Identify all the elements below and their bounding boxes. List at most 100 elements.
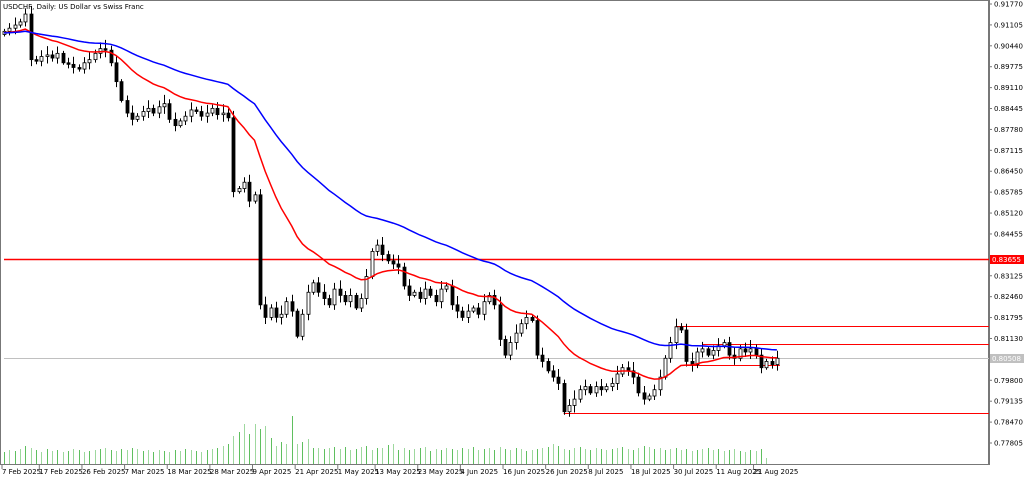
bearish-candle	[562, 383, 567, 413]
bearish-candle	[322, 291, 327, 299]
bullish-candle	[412, 291, 417, 296]
bullish-candle	[615, 373, 620, 384]
bullish-candle	[764, 361, 769, 369]
bullish-candle	[610, 383, 615, 387]
bearish-candle	[450, 285, 455, 306]
time-tick-label: 8 Jul 2025	[588, 468, 623, 476]
bearish-candle	[258, 194, 263, 306]
bearish-candle	[759, 354, 764, 369]
bearish-candle	[706, 348, 711, 356]
bullish-candle	[205, 112, 210, 117]
price-tick-label: 0.85120	[994, 210, 1023, 218]
bearish-candle	[103, 48, 108, 51]
time-tick-label: 21 Apr 2025	[295, 468, 338, 476]
price-level-label: 0.83655	[992, 256, 1021, 264]
bearish-candle	[727, 342, 732, 356]
price-tick-label: 0.91770	[994, 1, 1023, 9]
bullish-candle	[135, 115, 140, 120]
bullish-candle	[364, 276, 369, 299]
bullish-candle	[146, 107, 151, 112]
bearish-candle	[327, 298, 332, 306]
time-tick-label: 26 Jun 2025	[546, 468, 588, 476]
bearish-candle	[636, 376, 641, 394]
price-level-badge	[990, 354, 1024, 363]
candles	[2, 5, 780, 417]
bullish-candle	[466, 310, 471, 318]
bullish-candle	[269, 307, 274, 318]
bullish-candle	[284, 301, 289, 315]
price-tick-label: 0.87115	[994, 147, 1023, 155]
bearish-candle	[599, 386, 604, 391]
bullish-candle	[23, 13, 28, 23]
bearish-candle	[743, 348, 748, 353]
bearish-candle	[396, 263, 401, 268]
bullish-candle	[13, 24, 18, 29]
bearish-candle	[151, 107, 156, 114]
time-tick-label: 13 May 2025	[375, 468, 421, 476]
bearish-candle	[194, 109, 199, 112]
price-tick-label: 0.84455	[994, 230, 1023, 238]
bearish-candle	[66, 62, 71, 65]
bearish-candle	[215, 107, 220, 116]
bearish-candle	[354, 295, 359, 309]
bullish-candle	[375, 244, 380, 252]
bearish-candle	[460, 310, 465, 318]
bullish-candle	[7, 27, 12, 32]
time-tick-label: 21 Aug 2025	[754, 468, 799, 476]
time-tick-label: 9 Apr 2025	[253, 468, 292, 476]
bullish-candle	[775, 357, 780, 365]
bearish-candle	[402, 266, 407, 287]
bullish-candle	[567, 405, 572, 413]
bearish-candle	[247, 181, 252, 202]
bearish-candle	[498, 304, 503, 340]
bullish-candle	[652, 389, 657, 397]
bearish-candle	[476, 307, 481, 315]
time-tick-label: 11 Aug 2025	[716, 468, 761, 476]
bearish-candle	[130, 112, 135, 120]
price-tick-label: 0.79800	[994, 377, 1023, 385]
bullish-candle	[444, 285, 449, 290]
bullish-candle	[39, 56, 44, 62]
bearish-candle	[316, 282, 321, 293]
bearish-candle	[631, 370, 636, 378]
price-tick-label: 0.81130	[994, 335, 1023, 343]
bullish-candle	[279, 313, 284, 318]
price-tick-label: 0.82460	[994, 293, 1023, 301]
chart-title: USDCHF, Daily: US Dollar vs Swiss Franc	[3, 3, 144, 11]
bearish-candle	[34, 59, 39, 62]
bullish-candle	[253, 194, 258, 202]
price-tick-label: 0.85785	[994, 189, 1023, 197]
bearish-candle	[295, 310, 300, 337]
bearish-candle	[226, 112, 231, 119]
bullish-candle	[578, 389, 583, 400]
bullish-candle	[519, 323, 524, 334]
time-tick-label: 18 Mar 2025	[167, 468, 211, 476]
bullish-candle	[300, 313, 305, 337]
bullish-candle	[471, 307, 476, 312]
time-tick-label: 18 Jul 2025	[631, 468, 671, 476]
bullish-candle	[82, 62, 87, 70]
moving-average-line	[3, 28, 777, 380]
bullish-candle	[237, 188, 242, 193]
bullish-candle	[157, 106, 162, 114]
bullish-candle	[45, 54, 50, 57]
bearish-candle	[391, 260, 396, 265]
bearish-candle	[173, 118, 178, 127]
bearish-candle	[540, 354, 545, 362]
bearish-candle	[61, 52, 66, 64]
price-tick-label: 0.83125	[994, 272, 1023, 280]
price-tick-label: 0.79135	[994, 398, 1023, 406]
bearish-candle	[29, 13, 34, 61]
bearish-candle	[530, 317, 535, 321]
time-tick-label: 1 May 2025	[338, 468, 379, 476]
moving-average-line	[3, 30, 777, 351]
bullish-candle	[700, 348, 705, 353]
time-tick-label: 16 Jun 2025	[503, 468, 545, 476]
bullish-candle	[306, 291, 311, 315]
bearish-candle	[231, 117, 236, 193]
bullish-candle	[524, 317, 529, 325]
bullish-candle	[348, 295, 353, 303]
bearish-candle	[754, 348, 759, 356]
